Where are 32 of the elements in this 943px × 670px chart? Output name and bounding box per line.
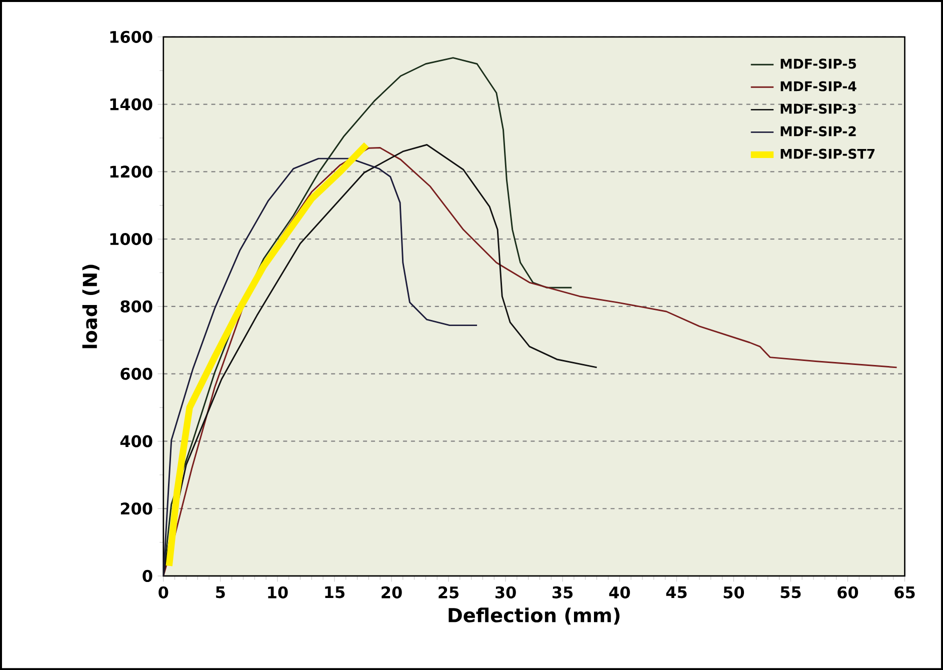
legend-label: MDF-SIP-5 bbox=[780, 58, 856, 69]
y-tick-label: 200 bbox=[120, 502, 152, 515]
x-tick-label: 20 bbox=[382, 586, 402, 598]
y-tick-label: 400 bbox=[120, 435, 152, 448]
y-tick-label: 1000 bbox=[110, 232, 152, 246]
x-tick-label: 25 bbox=[438, 586, 459, 598]
x-tick-label: 10 bbox=[268, 586, 288, 598]
y-tick-label: 1600 bbox=[110, 30, 152, 43]
x-tick-label: 30 bbox=[496, 586, 516, 598]
x-tick-label: 0 bbox=[158, 586, 168, 598]
y-axis-title: load (N) bbox=[82, 264, 100, 348]
y-tick-label: 800 bbox=[120, 300, 152, 312]
y-tick-label: 0 bbox=[142, 570, 152, 582]
x-tick-label: 65 bbox=[894, 586, 915, 598]
x-tick-label: 50 bbox=[724, 586, 744, 598]
legend-label: MDF-SIP-3 bbox=[780, 104, 856, 114]
line-series bbox=[163, 144, 598, 576]
x-tick-label: 55 bbox=[780, 586, 801, 598]
line-series bbox=[163, 158, 478, 576]
y-tick-label: 1200 bbox=[110, 166, 152, 178]
x-axis-title: Deflection (mm) bbox=[448, 608, 620, 625]
x-tick-label: 15 bbox=[325, 586, 344, 598]
y-tick-label: 600 bbox=[120, 368, 152, 380]
x-tick-label: 45 bbox=[666, 586, 687, 598]
legend-label: MDF-SIP-4 bbox=[780, 81, 856, 92]
x-tick-label: 40 bbox=[609, 586, 630, 598]
legend-label: MDF-SIP-ST7 bbox=[780, 148, 875, 159]
x-tick-label: 35 bbox=[552, 586, 573, 598]
x-tick-label: 5 bbox=[216, 586, 225, 598]
legend-label: MDF-SIP-2 bbox=[780, 126, 856, 136]
x-tick-label: 60 bbox=[838, 586, 858, 598]
y-tick-label: 1400 bbox=[110, 98, 152, 110]
